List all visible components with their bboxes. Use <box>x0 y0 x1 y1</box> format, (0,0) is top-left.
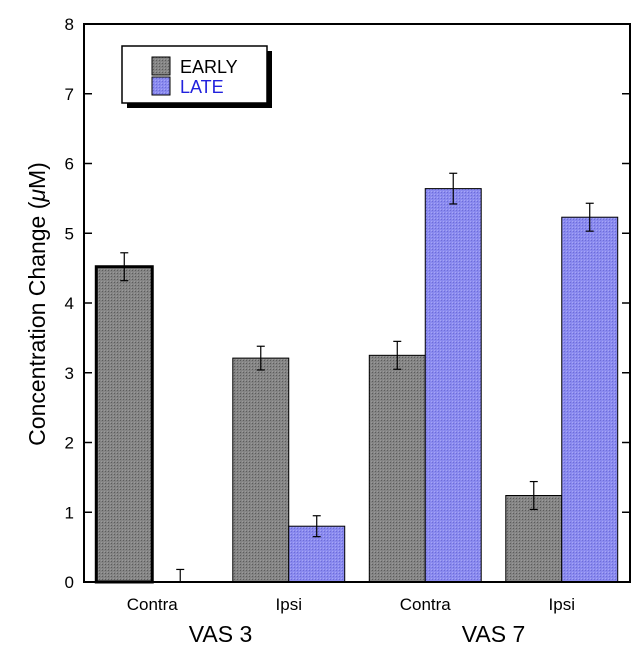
legend: EARLY LATE <box>121 45 272 108</box>
x-category-label: Ipsi <box>549 595 575 614</box>
y-tick-label: 3 <box>65 364 74 383</box>
y-axis-ticks: 0 1 2 3 4 5 6 7 8 <box>65 15 630 592</box>
y-tick-label: 4 <box>65 294 74 313</box>
x-group-label: VAS 3 <box>189 621 253 646</box>
error-bars <box>120 172 594 582</box>
legend-swatch-early <box>151 56 171 76</box>
bar-late-1 <box>288 525 346 583</box>
legend-box <box>121 45 268 104</box>
error-bar-early-3 <box>529 480 538 511</box>
error-bar-late-2 <box>449 172 458 205</box>
x-category-label: Ipsi <box>276 595 302 614</box>
y-tick-label: 7 <box>65 85 74 104</box>
plot-frame <box>83 23 631 583</box>
legend-label-early: EARLY <box>180 57 238 77</box>
bar-early-2 <box>368 354 426 583</box>
y-tick-label: 8 <box>65 15 74 34</box>
error-bar-early-2 <box>393 340 402 370</box>
error-bar-late-3 <box>585 202 594 232</box>
error-bar-early-1 <box>256 345 265 371</box>
x-axis-labels: Contra Ipsi Contra Ipsi VAS 3 VAS 7 <box>127 595 575 646</box>
y-tick-label: 1 <box>65 503 74 522</box>
bar-late-3 <box>561 216 619 583</box>
bar-late-2 <box>424 188 482 583</box>
error-bar-late-0 <box>176 568 185 582</box>
x-category-label: Contra <box>400 595 452 614</box>
legend-swatch-late <box>151 76 171 96</box>
bar-early-1 <box>232 357 290 583</box>
x-group-label: VAS 7 <box>462 621 526 646</box>
y-tick-label: 2 <box>65 434 74 453</box>
legend-label-late: LATE <box>180 77 224 97</box>
bars <box>94 188 619 584</box>
y-tick-label: 5 <box>65 224 74 243</box>
bar-early-0 <box>94 265 154 584</box>
error-bar-early-0 <box>120 252 129 282</box>
error-bar-late-1 <box>312 515 321 538</box>
x-category-label: Contra <box>127 595 179 614</box>
y-tick-label: 0 <box>65 573 74 592</box>
y-axis-label: Concentration Change (μM) <box>24 162 50 446</box>
y-tick-label: 6 <box>65 155 74 174</box>
